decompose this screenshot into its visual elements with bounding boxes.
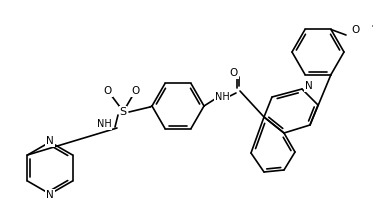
Text: N: N — [46, 136, 54, 146]
Text: O: O — [352, 25, 360, 35]
Text: O: O — [132, 86, 140, 96]
Text: NH: NH — [214, 92, 230, 102]
Text: O: O — [230, 68, 238, 78]
Text: N: N — [46, 190, 54, 200]
Text: NH: NH — [97, 119, 111, 129]
Text: S: S — [119, 107, 126, 117]
Text: N: N — [305, 81, 313, 91]
Text: O: O — [104, 86, 112, 96]
